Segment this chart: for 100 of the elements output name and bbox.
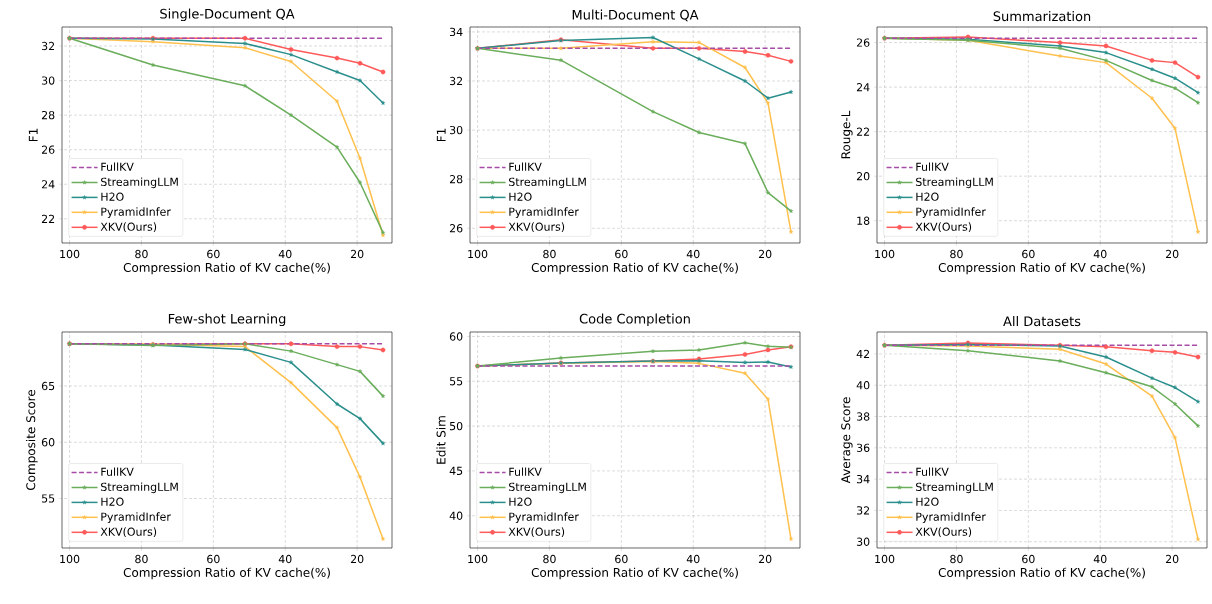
x-tick-label: 40 <box>278 249 292 259</box>
chart-title: Summarization <box>993 11 1091 22</box>
chart-title: Single-Document QA <box>160 8 295 22</box>
legend-label: PyramidInfer <box>916 512 986 523</box>
y-tick-label: 24 <box>41 180 55 189</box>
legend-label: XKV(Ours) <box>508 222 565 233</box>
x-tick-label: 40 <box>1093 554 1107 564</box>
legend-label: FullKV <box>509 162 542 171</box>
legend-label: XKV(Ours) <box>100 222 157 233</box>
y-tick-label: 42 <box>856 349 870 358</box>
x-axis-title: Compression Ratio of KV cache(%) <box>938 262 1145 275</box>
x-tick-label: 20 <box>758 554 772 564</box>
chart-title: All Datasets <box>1003 316 1081 327</box>
x-tick-label: 60 <box>1022 554 1035 564</box>
y-tick-label: 20 <box>856 172 870 181</box>
x-tick-label: 60 <box>207 554 220 564</box>
y-tick-label: 36 <box>856 443 870 452</box>
x-tick-label: 40 <box>686 554 700 564</box>
y-tick-label: 26 <box>449 224 463 233</box>
legend-label: FullKV <box>509 467 542 476</box>
legend-label: H2O <box>101 192 124 201</box>
legend-label: StreamingLLM <box>916 177 993 189</box>
legend-label: H2O <box>509 192 532 201</box>
x-tick-label: 100 <box>60 249 80 259</box>
y-tick-label: 45 <box>449 466 463 476</box>
y-tick-label: 38 <box>856 412 870 421</box>
y-tick-label: 18 <box>857 216 870 225</box>
x-tick-label: 100 <box>468 554 488 564</box>
legend-label: StreamingLLM <box>509 482 586 494</box>
legend-label: PyramidInfer <box>916 207 986 218</box>
x-tick-label: 20 <box>350 249 364 259</box>
y-axis-title: Rouge-L <box>841 110 853 159</box>
x-tick-label: 80 <box>950 249 963 259</box>
legend-label: H2O <box>101 497 124 506</box>
y-tick-label: 28 <box>41 110 55 120</box>
y-tick-label: 24 <box>856 83 870 92</box>
y-tick-label: 34 <box>449 27 463 37</box>
y-tick-label: 30 <box>41 76 55 85</box>
x-tick-label: 20 <box>1165 249 1179 259</box>
y-axis-title: Average Score <box>841 397 853 484</box>
y-tick-label: 65 <box>41 381 55 391</box>
legend-label: H2O <box>509 497 532 506</box>
x-tick-label: 20 <box>350 554 364 564</box>
y-tick-label: 60 <box>449 332 463 341</box>
x-tick-label: 60 <box>615 249 628 259</box>
x-tick-label: 80 <box>543 249 556 259</box>
x-tick-label: 100 <box>60 554 80 564</box>
legend-label: StreamingLLM <box>101 482 178 494</box>
x-tick-label: 80 <box>950 554 963 564</box>
x-axis-title: Compression Ratio of KV cache(%) <box>123 262 330 275</box>
legend-label: FullKV <box>916 162 949 171</box>
legend-label: PyramidInfer <box>101 512 171 523</box>
legend-label: PyramidInfer <box>101 207 171 218</box>
y-tick-label: 40 <box>449 511 463 520</box>
x-tick-label: 60 <box>1022 249 1035 259</box>
y-tick-label: 50 <box>449 421 463 431</box>
y-tick-label: 30 <box>449 125 463 135</box>
x-axis-title: Compression Ratio of KV cache(%) <box>531 262 738 275</box>
x-tick-label: 40 <box>278 554 292 564</box>
y-tick-label: 32 <box>856 506 870 515</box>
legend-label: XKV(Ours) <box>508 527 565 538</box>
legend-label: StreamingLLM <box>509 177 586 189</box>
legend-label: H2O <box>916 192 939 201</box>
legend-label: XKV(Ours) <box>100 527 157 538</box>
x-tick-label: 60 <box>207 249 220 259</box>
y-tick-label: 22 <box>41 214 55 223</box>
legend-label: FullKV <box>101 467 134 476</box>
x-axis-title: Compression Ratio of KV cache(%) <box>938 567 1145 580</box>
x-tick-label: 100 <box>875 249 895 259</box>
x-tick-label: 100 <box>468 249 488 259</box>
y-tick-label: 55 <box>449 377 463 386</box>
y-tick-label: 28 <box>449 175 463 184</box>
legend-label: PyramidInfer <box>509 512 579 523</box>
y-tick-label: 32 <box>41 41 55 51</box>
y-axis-title: Composite Score <box>26 389 38 491</box>
legend-label: XKV(Ours) <box>915 222 972 233</box>
y-tick-label: 34 <box>856 474 870 484</box>
legend-label: FullKV <box>101 162 134 171</box>
legend-label: PyramidInfer <box>509 207 579 218</box>
y-tick-label: 30 <box>856 537 870 546</box>
y-tick-label: 32 <box>449 76 463 86</box>
x-tick-label: 80 <box>543 554 556 564</box>
x-axis-title: Compression Ratio of KV cache(%) <box>123 567 330 580</box>
y-tick-label: 40 <box>856 381 870 390</box>
x-tick-label: 80 <box>135 554 148 564</box>
x-tick-label: 40 <box>1093 249 1107 259</box>
x-axis-title: Compression Ratio of KV cache(%) <box>531 567 738 580</box>
y-axis-title: Edit Sim <box>436 416 446 464</box>
x-tick-label: 20 <box>1165 554 1179 564</box>
y-tick-label: 55 <box>41 494 55 503</box>
y-axis-title: F1 <box>436 128 446 142</box>
x-tick-label: 100 <box>875 554 895 564</box>
y-axis-title: F1 <box>28 128 38 142</box>
y-tick-label: 60 <box>41 438 55 447</box>
y-tick-label: 26 <box>856 38 870 47</box>
legend-label: FullKV <box>916 467 949 476</box>
x-tick-label: 20 <box>758 249 772 259</box>
legend-label: H2O <box>916 497 939 506</box>
x-tick-label: 80 <box>135 249 148 259</box>
y-tick-label: 26 <box>41 145 55 154</box>
